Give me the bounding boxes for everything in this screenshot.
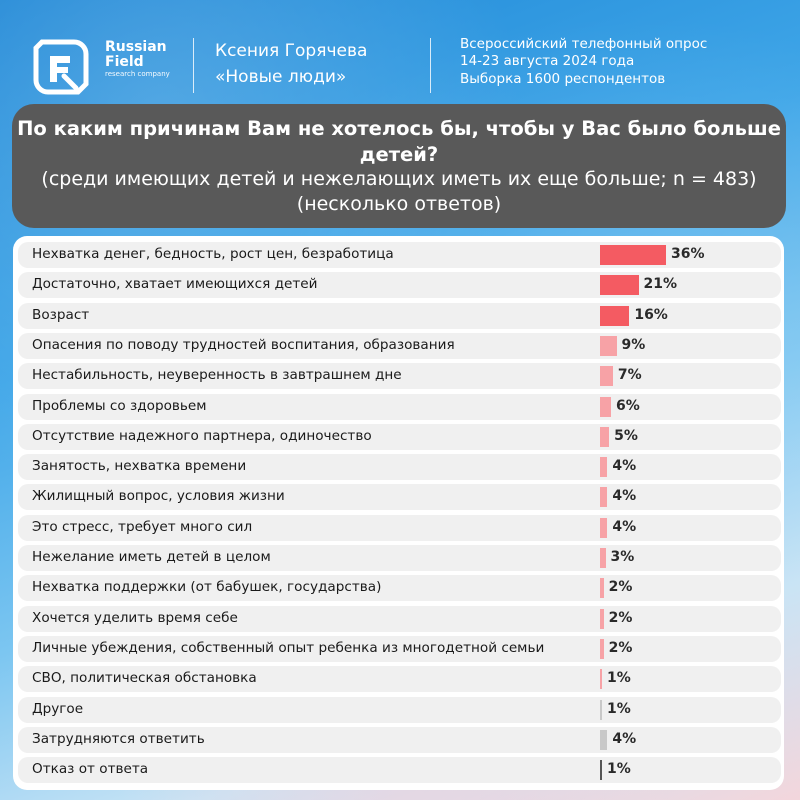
chart-row: Нежелание иметь детей в целом 3% xyxy=(18,545,781,571)
bar-value-label: 21% xyxy=(643,276,678,293)
category-label: Нежелание иметь детей в целом xyxy=(32,549,271,565)
category-label: Занятость, нехватка времени xyxy=(32,458,247,475)
bar xyxy=(600,457,608,478)
category-label: СВО, политическая обстановка xyxy=(32,670,257,687)
chart-row: Занятость, нехватка времени 4% xyxy=(18,454,781,481)
chart-row: Это стресс, требует много сил 4% xyxy=(18,514,781,541)
chart-row: Опасения по поводу трудностей воспитания… xyxy=(18,332,781,359)
author-block: Ксения Горячева «Новые люди» xyxy=(215,38,367,91)
bar-value-label: 1% xyxy=(607,700,631,717)
bar-value-label: 3% xyxy=(610,549,635,565)
survey-sample: Выборка 1600 респондентов xyxy=(460,70,666,87)
bar-value-label: 2% xyxy=(608,609,633,626)
bar xyxy=(600,699,602,720)
survey-dates: 14-23 августа 2024 года xyxy=(460,53,635,70)
chart-row: Нехватка поддержки (от бабушек, государс… xyxy=(18,575,781,602)
bar-value-label: 7% xyxy=(617,367,642,384)
chart-row: Личные убеждения, собственный опыт ребен… xyxy=(18,635,781,662)
bar xyxy=(600,426,610,447)
chart-title: По каким причинам Вам не хотелось бы, чт… xyxy=(17,117,781,166)
header-divider xyxy=(193,38,194,93)
chart-row: СВО, политическая обстановка 1% xyxy=(18,666,781,693)
bar xyxy=(600,638,604,659)
bar-value-label: 9% xyxy=(621,336,646,353)
bar-value-label: 5% xyxy=(614,427,638,444)
bar-value-label: 4% xyxy=(612,730,637,747)
category-label: Нехватка денег, бедность, рост цен, безр… xyxy=(32,246,394,262)
bar-value-label: 1% xyxy=(607,670,631,687)
chart-row: Достаточно, хватает имеющихся детей 21% xyxy=(18,272,781,299)
bar xyxy=(600,548,606,568)
survey-info: Всероссийский телефонный опрос 14-23 авг… xyxy=(460,36,707,88)
chart-row: Проблемы со здоровьем 6% xyxy=(18,393,781,420)
bar xyxy=(600,517,608,538)
header-divider xyxy=(430,38,431,93)
chart-row: Отказ от ответа 1% xyxy=(18,757,781,784)
bar xyxy=(600,578,604,599)
bar-value-label: 1% xyxy=(607,761,631,778)
category-label: Другое xyxy=(32,700,84,717)
category-label: Это стресс, требует много сил xyxy=(32,518,253,535)
logo-subtitle: research company xyxy=(105,70,170,79)
bar-value-label: 6% xyxy=(616,397,640,414)
bar xyxy=(600,305,630,326)
bar xyxy=(600,760,602,781)
bar xyxy=(600,366,613,387)
category-label: Жилищный вопрос, условия жизни xyxy=(32,488,285,505)
bar-value-label: 4% xyxy=(612,518,637,535)
chart-row: Возраст 16% xyxy=(18,302,781,329)
bar-value-label: 2% xyxy=(608,579,633,596)
bar-value-label: 4% xyxy=(612,458,637,475)
chart-subtitle: (среди имеющих детей и нежелающих иметь … xyxy=(41,168,757,216)
chart-row: Жилищный вопрос, условия жизни 4% xyxy=(18,484,781,511)
russian-field-logo-icon xyxy=(33,39,89,95)
bar xyxy=(600,245,666,265)
logo-text: Russian Field research company xyxy=(105,40,170,79)
logo-line1: Russian xyxy=(105,39,167,55)
bar xyxy=(600,396,611,417)
bar xyxy=(600,487,608,508)
author-party: «Новые люди» xyxy=(215,67,347,88)
chart-row: Нехватка денег, бедность, рост цен, безр… xyxy=(18,242,781,268)
category-label: Нехватка поддержки (от бабушек, государс… xyxy=(32,579,382,596)
category-label: Личные убеждения, собственный опыт ребен… xyxy=(32,639,545,656)
bar-value-label: 36% xyxy=(671,246,705,262)
bar-value-label: 16% xyxy=(634,306,668,323)
chart-row: Хочется уделить время себе 2% xyxy=(18,605,781,632)
survey-type: Всероссийский телефонный опрос xyxy=(460,36,708,52)
category-label: Отказ от ответа xyxy=(32,761,149,778)
bar xyxy=(600,335,617,356)
chart-row: Другое 1% xyxy=(18,696,781,723)
chart-row: Отсутствие надежного партнера, одиночест… xyxy=(18,423,781,450)
logo-line2: Field xyxy=(105,53,144,70)
bar-value-label: 4% xyxy=(612,488,637,505)
chart-title-box: По каким причинам Вам не хотелось бы, чт… xyxy=(12,104,786,228)
category-label: Достаточно, хватает имеющихся детей xyxy=(32,276,318,293)
author-name: Ксения Горячева xyxy=(215,41,368,61)
category-label: Опасения по поводу трудностей воспитания… xyxy=(32,336,455,353)
bar-value-label: 2% xyxy=(608,639,633,656)
bar xyxy=(600,729,608,750)
bar xyxy=(600,669,602,690)
chart-row: Нестабильность, неуверенность в завтрашн… xyxy=(18,363,781,390)
header: Russian Field research company Ксения Го… xyxy=(0,0,800,100)
category-label: Возраст xyxy=(32,306,90,323)
bar xyxy=(600,275,639,296)
category-label: Отсутствие надежного партнера, одиночест… xyxy=(32,427,372,444)
category-label: Проблемы со здоровьем xyxy=(32,397,207,414)
category-label: Затрудняются ответить xyxy=(32,730,205,747)
category-label: Хочется уделить время себе xyxy=(32,609,238,626)
chart-row: Затрудняются ответить 4% xyxy=(18,726,781,753)
category-label: Нестабильность, неуверенность в завтрашн… xyxy=(32,367,402,384)
bar xyxy=(600,608,604,629)
